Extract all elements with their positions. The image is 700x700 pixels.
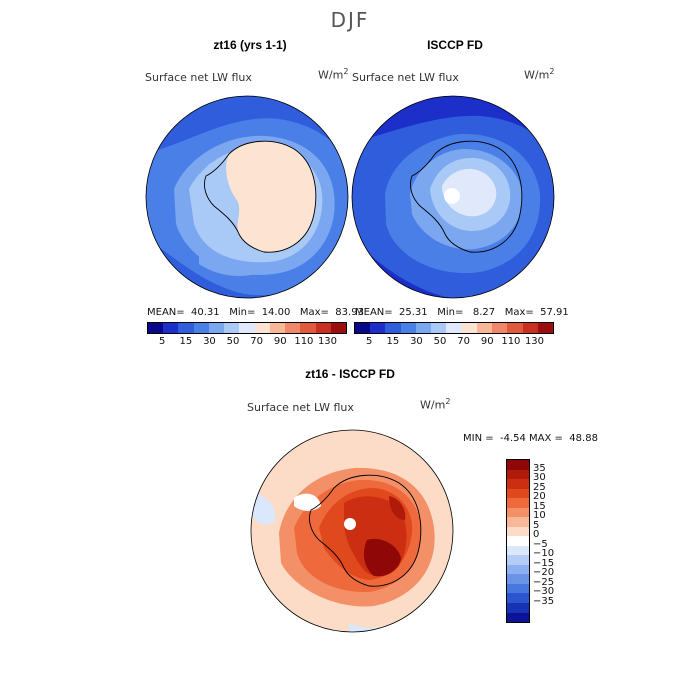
colorbar-tick-label: 110 (501, 336, 521, 347)
colorbar-tick-label: 130 (317, 336, 338, 347)
colorbar-swatch (193, 323, 209, 333)
colorbar-swatch (300, 323, 316, 333)
colorbar-tick-label: 70 (250, 336, 264, 347)
colorbar-swatch (355, 323, 371, 333)
colorbar-tick-label: 25 (533, 481, 546, 493)
colorbar-tick-label: −5 (533, 538, 548, 550)
colorbar-tick-label: 30 (410, 336, 423, 347)
colorbar-swatch (507, 517, 529, 527)
colorbar-tick-label: 5 (159, 336, 166, 347)
colorbar-swatch (400, 323, 416, 333)
colorbar-tick-label: −25 (533, 576, 555, 588)
model-panel-subtitle: Surface net LW flux (145, 71, 252, 84)
colorbar-swatch (507, 583, 529, 594)
colorbar-swatch (507, 602, 529, 613)
colorbar-swatch (507, 545, 529, 556)
colorbar-swatch (315, 323, 331, 333)
colorbar-tick-label: 130 (524, 336, 545, 347)
colorbar-swatch (285, 323, 301, 333)
obs-map (351, 95, 555, 299)
colorbar-tick-label: −15 (533, 557, 555, 569)
colorbar-tick-label: 90 (273, 336, 287, 347)
colorbar-tick-label: 30 (203, 336, 216, 347)
colorbar-swatch (330, 323, 347, 333)
colorbar-swatch (507, 564, 529, 575)
colorbar-swatch (507, 574, 529, 584)
obs-panel-stats: MEAN= 25.31 Min= 8.27 Max= 57.91 (355, 307, 569, 318)
colorbar-tick-label: 50 (226, 336, 240, 347)
colorbar-swatch (239, 323, 255, 333)
figure-title: DJF (330, 8, 370, 32)
colorbar-swatch (254, 323, 270, 333)
colorbar-swatch (415, 323, 432, 333)
model-panel-stats: MEAN= 40.31 Min= 14.00 Max= 83.93 (147, 307, 364, 318)
colorbar-swatch (208, 323, 225, 333)
diff-panel-stats: MIN = -4.54 MAX = 48.88 (463, 433, 598, 444)
colorbar-tick-label: 5 (366, 336, 373, 347)
colorbar-swatch (507, 498, 529, 508)
colorbar-tick-label: −35 (533, 595, 555, 607)
diff-panel-heading: zt16 - ISCCP FD (305, 367, 395, 381)
colorbar-tick-label: −10 (533, 548, 555, 560)
colorbar-swatch (178, 323, 194, 333)
diff-map (250, 429, 454, 633)
colorbar-tick-label: 0 (533, 529, 540, 541)
colorbar-swatch (492, 323, 508, 333)
model-map (145, 95, 349, 299)
colorbar-swatch (269, 323, 286, 333)
colorbar-swatch (507, 526, 529, 537)
obs-panel-heading: ISCCP FD (427, 38, 483, 52)
colorbar-swatch (507, 507, 529, 518)
colorbar-swatch (507, 323, 523, 333)
colorbar-tick-label: 5 (533, 519, 540, 531)
diff-panel-subtitle: Surface net LW flux (247, 401, 354, 414)
colorbar-swatch (370, 323, 386, 333)
colorbar-swatch (148, 323, 164, 333)
model-panel-units: W/m2 (318, 67, 349, 82)
colorbar-swatch (224, 323, 240, 333)
colorbar-swatch (476, 323, 493, 333)
colorbar-tick-label: 10 (533, 510, 546, 522)
colorbar-tick-label: 90 (480, 336, 494, 347)
colorbar-tick-label: −30 (533, 586, 555, 598)
model-colorbar-ticks: 5 15 30 50 70 90 110 130 (147, 336, 345, 350)
obs-colorbar-ticks: 5 15 30 50 70 90 110 130 (354, 336, 552, 350)
colorbar-swatch (507, 612, 529, 623)
colorbar-swatch (446, 323, 462, 333)
obs-panel-subtitle: Surface net LW flux (352, 71, 459, 84)
colorbar-tick-label: 50 (433, 336, 447, 347)
colorbar-swatch (431, 323, 447, 333)
colorbar-swatch (507, 469, 529, 480)
obs-colorbar (354, 322, 554, 334)
colorbar-tick-label: −20 (533, 567, 555, 579)
colorbar-swatch (507, 488, 529, 499)
colorbar-tick-label: 15 (533, 500, 546, 512)
colorbar-tick-label: 15 (179, 336, 193, 347)
colorbar-swatch (507, 555, 529, 565)
colorbar-tick-label: 110 (294, 336, 314, 347)
colorbar-swatch (507, 460, 529, 470)
colorbar-tick-label: 15 (386, 336, 400, 347)
model-colorbar (147, 322, 347, 334)
colorbar-tick-label: 70 (457, 336, 471, 347)
diff-panel-units: W/m2 (420, 397, 451, 412)
colorbar-swatch (522, 323, 538, 333)
diff-colorbar-ticks: 35 30 25 20 15 10 5 0 −5 −10 −15 −20 −25 −30 −35 (533, 459, 573, 621)
colorbar-swatch (507, 536, 529, 546)
model-panel-heading: zt16 (yrs 1-1) (213, 38, 287, 52)
colorbar-swatch (163, 323, 179, 333)
obs-panel-units: W/m2 (524, 67, 555, 82)
colorbar-swatch (507, 479, 529, 489)
diff-colorbar (506, 459, 530, 623)
colorbar-swatch (385, 323, 401, 333)
colorbar-tick-label: 20 (533, 491, 546, 503)
colorbar-tick-label: 35 (533, 462, 546, 474)
colorbar-swatch (507, 593, 529, 603)
colorbar-tick-label: 30 (533, 472, 546, 484)
colorbar-swatch (461, 323, 477, 333)
colorbar-swatch (537, 323, 554, 333)
